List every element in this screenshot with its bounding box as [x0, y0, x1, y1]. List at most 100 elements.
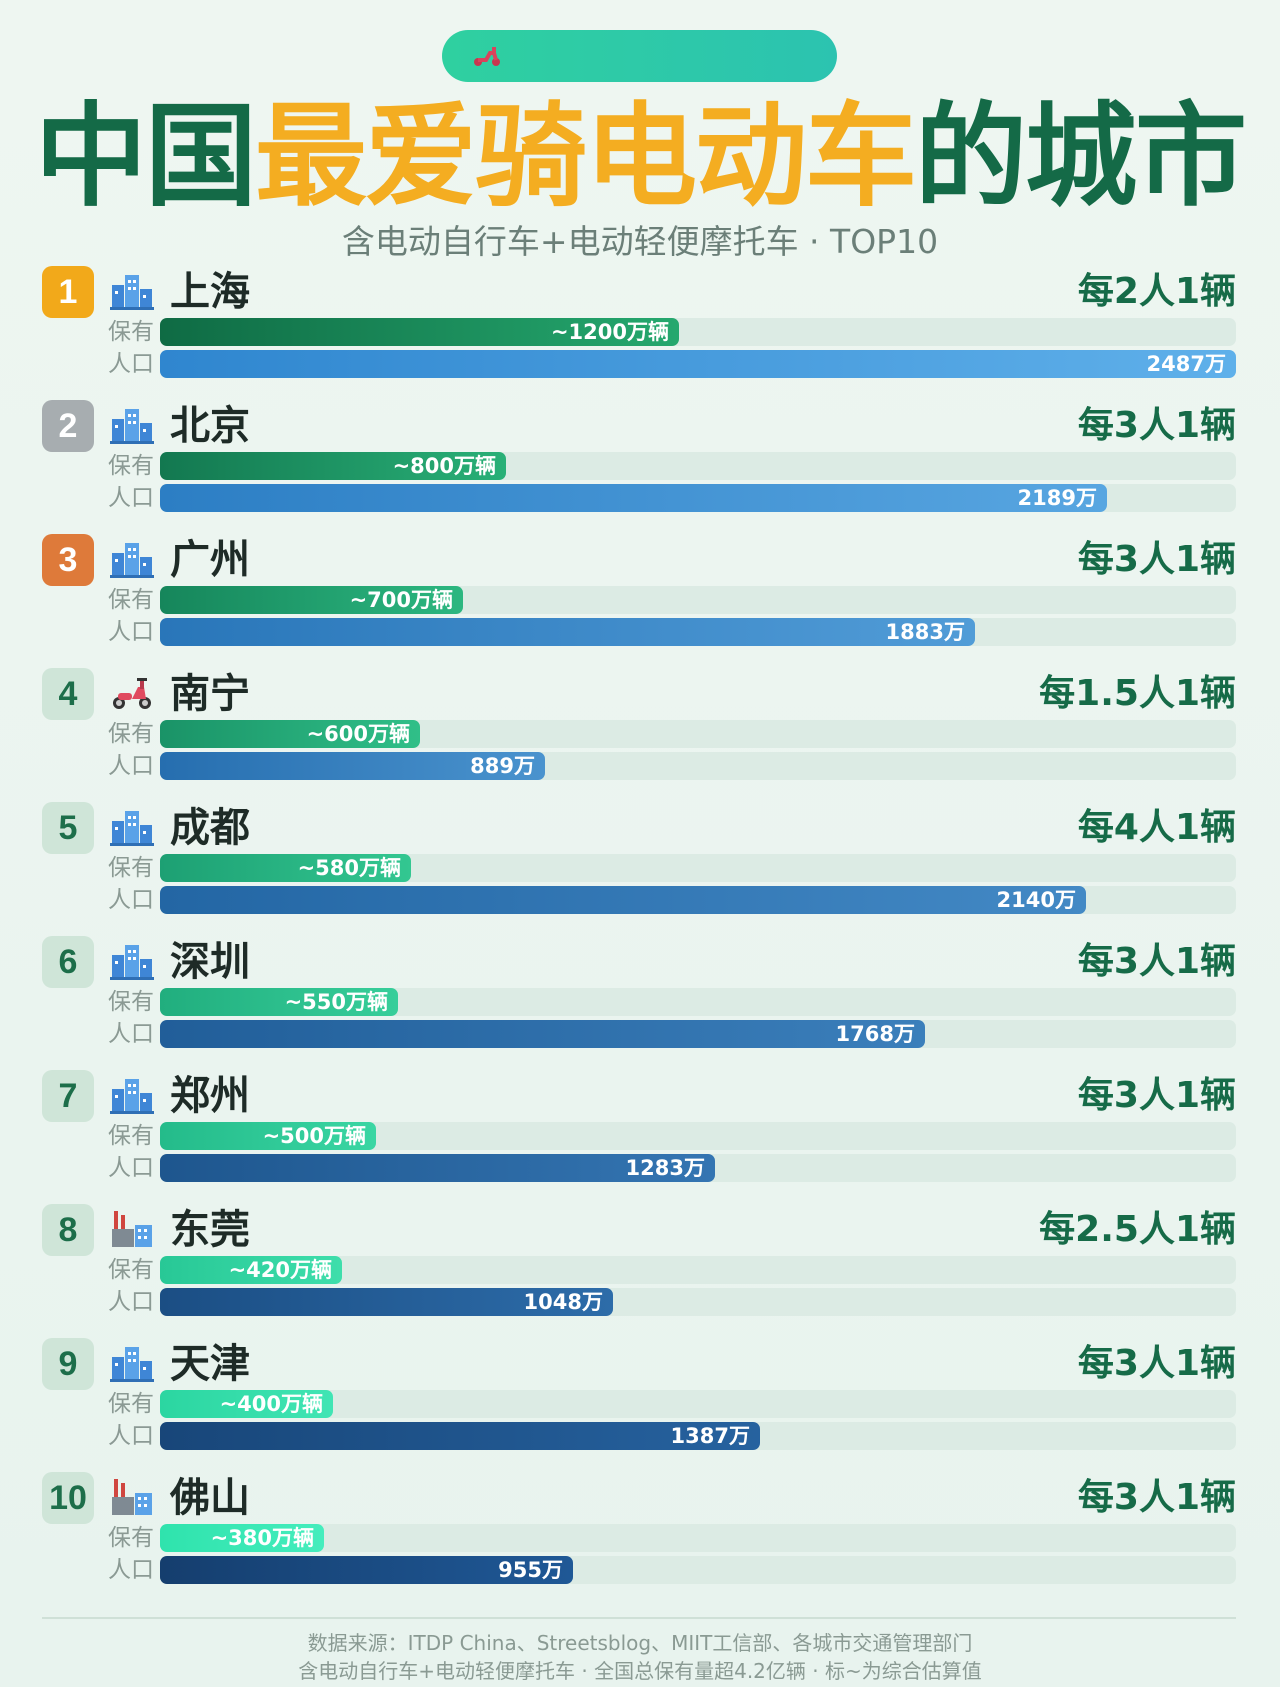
footer-source: 数据来源：ITDP China、Streetsblog、MIIT工信部、各城市交… — [307, 1631, 973, 1655]
rank-badge: 4 — [42, 668, 94, 720]
own-value: ~800万辆 — [392, 454, 496, 478]
city-name: 成都 — [170, 805, 250, 851]
pop-value: 1048万 — [523, 1290, 603, 1314]
own-label: 保有 — [108, 1257, 154, 1283]
own-value: ~550万辆 — [284, 990, 388, 1014]
city-name: 上海 — [170, 269, 250, 315]
own-bar: ~600万辆 — [160, 720, 420, 748]
city-name: 东莞 — [170, 1207, 250, 1253]
own-bar: ~1200万辆 — [160, 318, 679, 346]
own-bar: ~400万辆 — [160, 1390, 333, 1418]
ratio-label: 每2人1辆 — [1077, 271, 1236, 312]
title-part-3: 的城市 — [915, 92, 1247, 222]
pop-value: 1283万 — [625, 1156, 705, 1180]
city-buildings-icon — [110, 539, 154, 579]
own-track — [160, 1524, 1236, 1552]
pop-label: 人口 — [108, 1423, 154, 1449]
ratio-label: 每3人1辆 — [1077, 941, 1236, 982]
pop-bar: 955万 — [160, 1556, 573, 1584]
ratio-label: 每3人1辆 — [1077, 1343, 1236, 1384]
rank-badge: 1 — [42, 266, 94, 318]
pop-value: 2487万 — [1146, 352, 1226, 376]
footer-note: 含电动自行车+电动轻便摩托车 · 全国总保有量超4.2亿辆 · 标~为综合估算值 — [298, 1659, 982, 1683]
pop-bar: 1048万 — [160, 1288, 613, 1316]
city-name: 广州 — [170, 537, 250, 583]
pop-label: 人口 — [108, 753, 154, 779]
rank-badge: 9 — [42, 1338, 94, 1390]
own-track — [160, 1390, 1236, 1418]
rank-badge: 8 — [42, 1204, 94, 1256]
city-buildings-icon — [110, 1075, 154, 1115]
city-buildings-icon — [110, 405, 154, 445]
pop-label: 人口 — [108, 1021, 154, 1047]
own-value: ~600万辆 — [306, 722, 410, 746]
header-pill — [442, 30, 837, 82]
own-value: ~420万辆 — [228, 1258, 332, 1282]
own-value: ~500万辆 — [262, 1124, 366, 1148]
rank-badge: 2 — [42, 400, 94, 452]
own-value: ~380万辆 — [210, 1526, 314, 1550]
city-name: 北京 — [170, 403, 250, 449]
own-bar: ~800万辆 — [160, 452, 506, 480]
pop-bar: 2140万 — [160, 886, 1086, 914]
city-name: 南宁 — [170, 671, 250, 717]
pop-bar: 889万 — [160, 752, 545, 780]
pop-label: 人口 — [108, 619, 154, 645]
rank-badge: 5 — [42, 802, 94, 854]
pop-label: 人口 — [108, 1155, 154, 1181]
own-value: ~580万辆 — [297, 856, 401, 880]
own-label: 保有 — [108, 1123, 154, 1149]
ratio-label: 每3人1辆 — [1077, 539, 1236, 580]
city-name: 深圳 — [170, 939, 250, 985]
city-name: 佛山 — [170, 1475, 250, 1521]
own-label: 保有 — [108, 319, 154, 345]
pop-value: 2140万 — [996, 888, 1076, 912]
page-subtitle: 含电动自行车+电动轻便摩托车 · TOP10 — [341, 222, 939, 261]
scooter-icon — [474, 47, 500, 66]
city-buildings-icon — [110, 807, 154, 847]
own-bar: ~380万辆 — [160, 1524, 324, 1552]
own-label: 保有 — [108, 587, 154, 613]
own-label: 保有 — [108, 1525, 154, 1551]
pop-value: 1387万 — [670, 1424, 750, 1448]
own-bar: ~500万辆 — [160, 1122, 376, 1150]
ratio-label: 每3人1辆 — [1077, 1477, 1236, 1518]
own-label: 保有 — [108, 453, 154, 479]
page-title: 中国最爱骑电动车的城市 — [0, 95, 1280, 220]
own-label: 保有 — [108, 989, 154, 1015]
pop-label: 人口 — [108, 351, 154, 377]
city-buildings-icon — [110, 941, 154, 981]
pop-value: 955万 — [498, 1558, 563, 1582]
own-label: 保有 — [108, 1391, 154, 1417]
ratio-label: 每3人1辆 — [1077, 1075, 1236, 1116]
ratio-label: 每4人1辆 — [1077, 807, 1236, 848]
city-name: 天津 — [170, 1341, 250, 1387]
pop-bar: 1883万 — [160, 618, 975, 646]
own-label: 保有 — [108, 855, 154, 881]
pop-value: 889万 — [470, 754, 535, 778]
rank-badge: 7 — [42, 1070, 94, 1122]
factory-icon — [110, 1477, 154, 1517]
pop-label: 人口 — [108, 1557, 154, 1583]
own-bar: ~550万辆 — [160, 988, 398, 1016]
title-part-1: 中国 — [35, 92, 257, 222]
own-value: ~700万辆 — [349, 588, 453, 612]
ratio-label: 每1.5人1辆 — [1039, 673, 1236, 714]
title-part-2: 最爱骑电动车 — [255, 92, 917, 222]
rank-badge: 3 — [42, 534, 94, 586]
pop-value: 1768万 — [835, 1022, 915, 1046]
pop-label: 人口 — [108, 887, 154, 913]
pop-bar: 1283万 — [160, 1154, 715, 1182]
pop-bar: 2487万 — [160, 350, 1236, 378]
pop-value: 1883万 — [885, 620, 965, 644]
own-bar: ~420万辆 — [160, 1256, 342, 1284]
pop-label: 人口 — [108, 485, 154, 511]
rank-badge: 6 — [42, 936, 94, 988]
own-bar: ~580万辆 — [160, 854, 411, 882]
rank-badge: 10 — [42, 1472, 94, 1524]
ratio-label: 每2.5人1辆 — [1039, 1209, 1236, 1250]
pop-bar: 2189万 — [160, 484, 1107, 512]
own-label: 保有 — [108, 721, 154, 747]
own-value: ~400万辆 — [219, 1392, 323, 1416]
